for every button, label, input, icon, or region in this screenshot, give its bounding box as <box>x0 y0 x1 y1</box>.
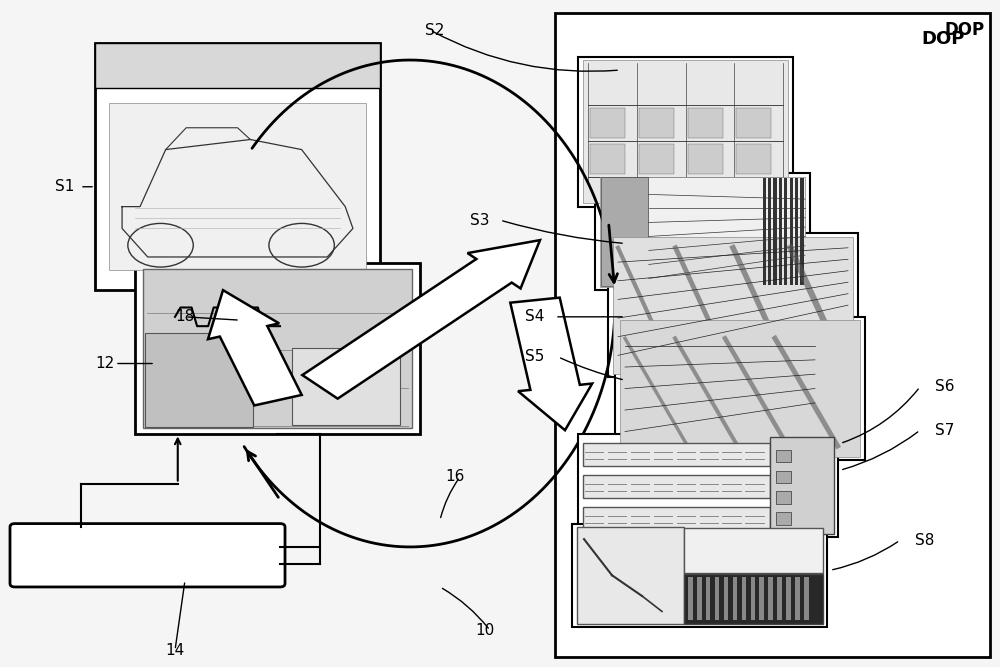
FancyArrow shape <box>510 297 592 430</box>
Bar <box>608 233 858 377</box>
Bar <box>620 320 860 457</box>
Text: 14: 14 <box>165 643 185 658</box>
Bar <box>733 577 737 620</box>
Bar <box>768 577 773 620</box>
FancyArrow shape <box>302 240 540 399</box>
Bar <box>578 57 793 207</box>
Bar <box>583 507 770 530</box>
Bar <box>572 524 827 627</box>
Text: 16: 16 <box>445 470 465 484</box>
Bar <box>759 577 764 620</box>
FancyBboxPatch shape <box>10 524 285 587</box>
Bar <box>697 577 702 620</box>
Bar <box>776 450 791 462</box>
Bar <box>590 144 625 174</box>
Text: S2: S2 <box>425 23 445 37</box>
Bar <box>684 574 823 624</box>
Bar <box>688 108 722 138</box>
Bar <box>790 178 793 285</box>
Text: S5: S5 <box>525 350 545 364</box>
Bar <box>600 177 805 287</box>
Bar <box>601 177 648 286</box>
Bar <box>779 178 782 285</box>
Text: 10: 10 <box>475 623 495 638</box>
Bar <box>795 577 800 620</box>
Bar <box>804 577 809 620</box>
Text: S6: S6 <box>935 380 955 394</box>
Bar <box>639 108 674 138</box>
Bar <box>784 178 787 285</box>
Bar <box>577 527 684 624</box>
Bar <box>736 144 771 174</box>
Text: 18: 18 <box>175 309 195 324</box>
Bar <box>145 334 253 427</box>
Bar <box>143 269 412 428</box>
Bar <box>768 178 771 285</box>
Bar <box>639 144 674 174</box>
Bar <box>583 443 770 466</box>
Bar <box>688 144 722 174</box>
Bar <box>776 512 791 524</box>
Bar <box>684 528 823 573</box>
Bar <box>770 437 834 534</box>
Text: DOP: DOP <box>945 21 985 39</box>
Bar <box>590 108 625 138</box>
Bar <box>613 237 853 374</box>
Bar <box>763 178 766 285</box>
Bar <box>786 577 791 620</box>
Text: S3: S3 <box>470 213 490 227</box>
Bar <box>724 577 728 620</box>
Bar <box>555 13 990 657</box>
FancyArrow shape <box>208 290 302 406</box>
Bar <box>135 263 420 434</box>
Bar <box>795 178 798 285</box>
Text: DOP: DOP <box>922 30 965 48</box>
Bar <box>776 492 791 504</box>
Bar <box>95 43 380 290</box>
Text: S8: S8 <box>915 533 935 548</box>
Bar <box>595 173 810 290</box>
Bar <box>583 60 788 203</box>
Bar <box>615 317 865 460</box>
Bar <box>95 43 380 88</box>
Bar <box>776 471 791 483</box>
Bar <box>777 577 782 620</box>
Bar <box>706 577 710 620</box>
Bar <box>736 108 771 138</box>
Bar <box>750 577 755 620</box>
Bar <box>109 103 366 270</box>
Bar <box>292 348 400 425</box>
Text: S1: S1 <box>55 179 75 194</box>
Bar <box>715 577 719 620</box>
Text: 12: 12 <box>95 356 115 371</box>
Text: S4: S4 <box>525 309 545 324</box>
Bar <box>583 475 770 498</box>
Bar <box>688 577 693 620</box>
Bar <box>578 434 838 537</box>
Bar <box>800 178 804 285</box>
Bar <box>742 577 746 620</box>
Bar <box>773 178 777 285</box>
Text: S7: S7 <box>935 423 955 438</box>
